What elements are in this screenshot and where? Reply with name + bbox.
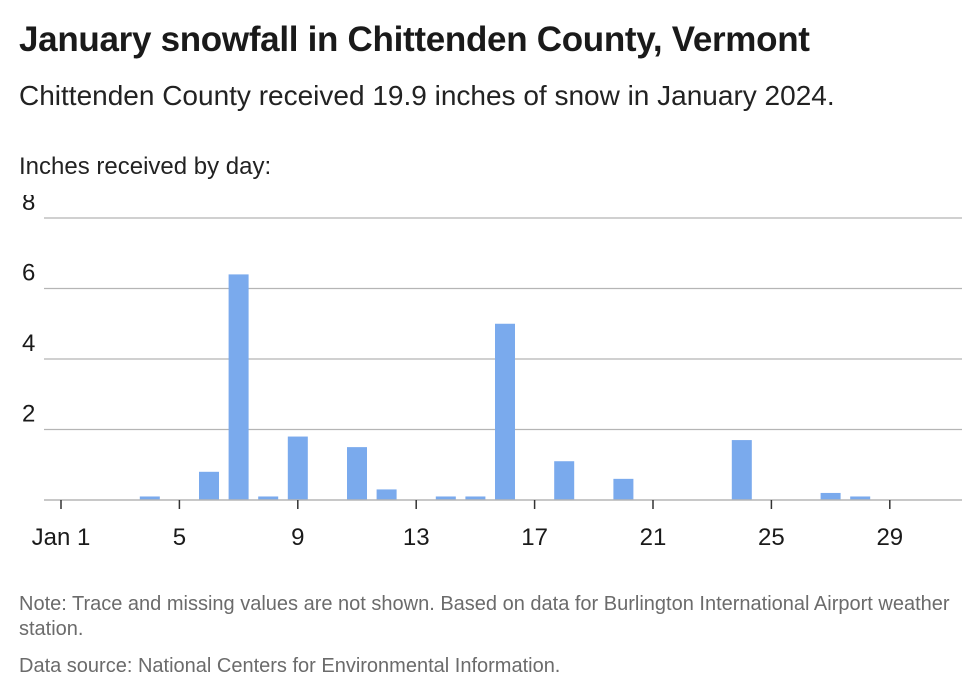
x-axis: Jan 1 5 9 13 17 21 25 29: [32, 499, 962, 551]
chart-note: Note: Trace and missing values are not s…: [19, 593, 950, 640]
bars: [139, 274, 871, 500]
x-tick-label: 25: [758, 524, 785, 551]
bar-day-7: [228, 274, 249, 500]
bar-day-15: [465, 496, 486, 500]
bar-day-20: [613, 478, 634, 500]
x-tick-label: 5: [173, 524, 186, 551]
x-tick-label: Jan 1: [32, 524, 91, 551]
bar-day-14: [435, 496, 456, 500]
y-tick-label: 2: [22, 401, 35, 428]
bar-day-16: [495, 323, 515, 500]
bar-day-28: [850, 496, 871, 500]
data-source: Data source: National Centers for Enviro…: [19, 655, 561, 677]
snowfall-bar-chart: 2 4 6 8 Jan 1 5 9 13 17 21 25 29: [22, 195, 962, 551]
y-tick-label: 6: [22, 260, 35, 287]
y-tick-label: 8: [22, 195, 35, 216]
bar-day-27: [820, 492, 841, 500]
y-tick-label: 4: [22, 330, 35, 357]
bar-day-12: [376, 489, 397, 500]
bar-day-9: [287, 436, 308, 500]
bar-day-11: [347, 447, 367, 500]
bar-day-8: [258, 496, 279, 500]
bar-day-18: [554, 461, 575, 500]
x-tick-label: 21: [640, 524, 667, 551]
x-tick-label: 29: [876, 524, 903, 551]
bar-day-24: [731, 440, 752, 500]
bar-day-4: [139, 496, 160, 500]
y-axis-label: Inches received by day:: [19, 153, 272, 180]
chart-title: January snowfall in Chittenden County, V…: [19, 20, 810, 59]
bar-day-6: [199, 471, 219, 500]
grid-lines: 2 4 6 8: [22, 195, 962, 431]
x-tick-label: 17: [521, 524, 548, 551]
x-tick-label: 9: [291, 524, 304, 551]
x-tick-label: 13: [403, 524, 430, 551]
chart-subtitle: Chittenden County received 19.9 inches o…: [19, 80, 835, 111]
